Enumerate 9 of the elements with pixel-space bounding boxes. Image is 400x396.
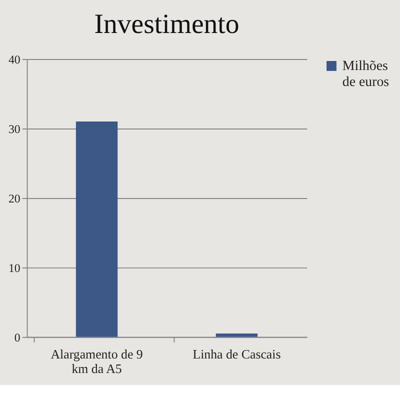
y-tick-label: 40 [8, 52, 20, 66]
legend-label: Milhões de euros [342, 58, 390, 90]
y-tick-label: 20 [8, 191, 20, 206]
y-tick-label: 10 [8, 260, 20, 275]
x-tick-label: Alargamento de 9 km da A5 [50, 347, 143, 376]
y-tick-label: 0 [14, 330, 20, 344]
y-tick-label: 30 [8, 122, 20, 136]
x-tick-label: Linha de Cascais [192, 347, 281, 362]
chart-title: Investimento [94, 9, 240, 40]
